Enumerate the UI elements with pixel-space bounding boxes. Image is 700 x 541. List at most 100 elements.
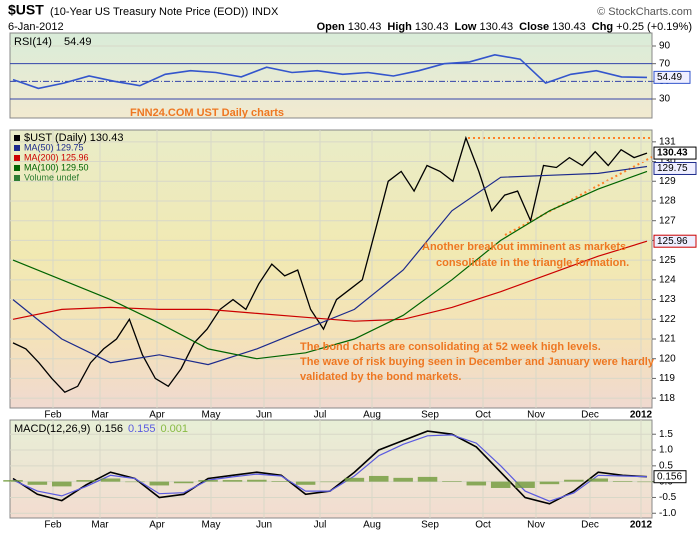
x-tick-label: Mar [91,520,109,531]
value-tag [653,161,697,175]
legend-swatch [14,175,20,181]
histogram-bar [3,480,23,482]
histogram-bar [393,477,413,482]
y-tick-label: 124 [659,274,676,285]
x-tick-label: Nov [527,520,545,531]
y-tick-label: 123 [659,294,676,305]
legend-swatch [14,145,20,151]
x-tick-label: 2012 [630,520,653,531]
value-tag-label: 129.75 [657,163,688,174]
y-tick-label: -1.0 [659,508,677,519]
quote-label: Low [454,21,476,33]
x-tick-label: Jun [256,520,272,531]
histogram-bar [271,481,291,482]
histogram-bar [125,481,145,483]
histogram-bar [173,481,194,484]
histogram-bar [76,480,96,482]
quote-value: +0.25 (+0.19%) [616,21,692,33]
legend-name: MACD(12,26,9) [14,423,90,435]
series-line [12,53,648,90]
y-tick-label: 70 [659,58,671,69]
x-tick-label: Feb [44,410,62,421]
y-tick-label: 122 [659,314,676,325]
legend-swatch [14,155,20,161]
description: (10-Year US Treasury Note Price (EOD)) [50,6,248,18]
y-tick-label: 121 [659,334,676,345]
quote-value: 130.43 [348,21,382,33]
legend-entry: $UST (Daily) 130.43 [24,132,123,144]
value-tag-label: 54.49 [657,72,682,83]
quote-label: Chg [592,21,613,33]
histogram-bar [539,481,560,485]
x-tick-label: May [202,520,221,531]
x-tick-label: Dec [581,520,599,531]
x-tick-label: Aug [363,410,381,421]
legend-entry: MACD(12,26,9) 0.156 0.155 0.001 [14,423,188,435]
histogram-bar [222,480,243,482]
y-tick-label: 130 [659,156,676,167]
histogram-bar [52,481,72,487]
series-line [12,170,648,360]
y-tick-label: 90 [659,41,671,52]
credit: © StockCharts.com [597,6,692,18]
value-tag [653,234,697,248]
histogram-bar [417,476,438,482]
x-tick-label: Oct [475,410,491,421]
y-tick-label: 128 [659,196,676,207]
histogram-bar [637,481,657,483]
histogram-bar [490,481,511,488]
value-tag-label: 0.156 [657,471,682,482]
x-tick-label: 2012 [630,410,653,421]
legend-value: 0.156 [95,423,123,435]
y-tick-label: 131 [659,136,676,147]
x-tick-label: Apr [149,410,165,421]
annotation: The bond charts are consolidating at 52 … [300,341,601,353]
macd-panel [9,419,653,519]
annotation: The wave of risk buying seen in December… [300,356,655,368]
annotation: FNN24.COM UST Daily charts [130,107,284,119]
y-tick-label: 1.5 [659,429,673,440]
series-line [12,434,648,502]
value-tag-label: 125.96 [657,236,688,247]
histogram-bar [247,479,267,482]
x-tick-label: Jun [256,410,272,421]
x-tick-label: May [202,410,221,421]
x-tick-label: Nov [527,410,545,421]
histogram-bar [344,477,365,482]
date: 6-Jan-2012 [8,21,64,33]
x-tick-label: Sep [421,410,439,421]
legend-entry: MA(100) 129.50 [24,162,89,172]
rsi-panel [9,32,653,119]
quote-label: Open [317,21,345,33]
value-tag [653,146,697,160]
legend-name: RSI(14) [14,36,52,48]
y-tick-label: 127 [659,215,676,226]
y-tick-label: 0.5 [659,460,673,471]
histogram-bar [198,480,218,482]
histogram-bar [27,481,48,485]
y-tick-label: 120 [659,353,676,364]
histogram-bar [100,478,121,482]
y-tick-label: 118 [659,393,675,404]
x-tick-label: Oct [475,520,491,531]
legend-value: 54.49 [64,36,92,48]
histogram-bar [442,481,462,482]
quote: Open 130.43 High 130.43 Low 130.43 Close 130.43… [317,21,692,33]
legend-entry: MA(200) 125.96 [24,152,89,162]
quote-value: 130.43 [552,21,586,33]
quote-label: High [387,21,412,33]
x-tick-label: Apr [149,520,165,531]
histogram-bar [466,481,487,486]
histogram-bar [369,475,389,482]
legend-swatch [14,165,20,171]
y-tick-label: 1.0 [659,445,673,456]
x-tick-label: Jul [314,410,327,421]
x-tick-label: Sep [421,520,439,531]
value-tag [653,470,687,484]
histogram-bar [320,481,340,483]
y-tick-label: 119 [659,373,675,384]
legend-value: 0.155 [128,423,156,435]
x-tick-label: Dec [581,410,599,421]
legend-entry: Volume undef [24,172,80,182]
